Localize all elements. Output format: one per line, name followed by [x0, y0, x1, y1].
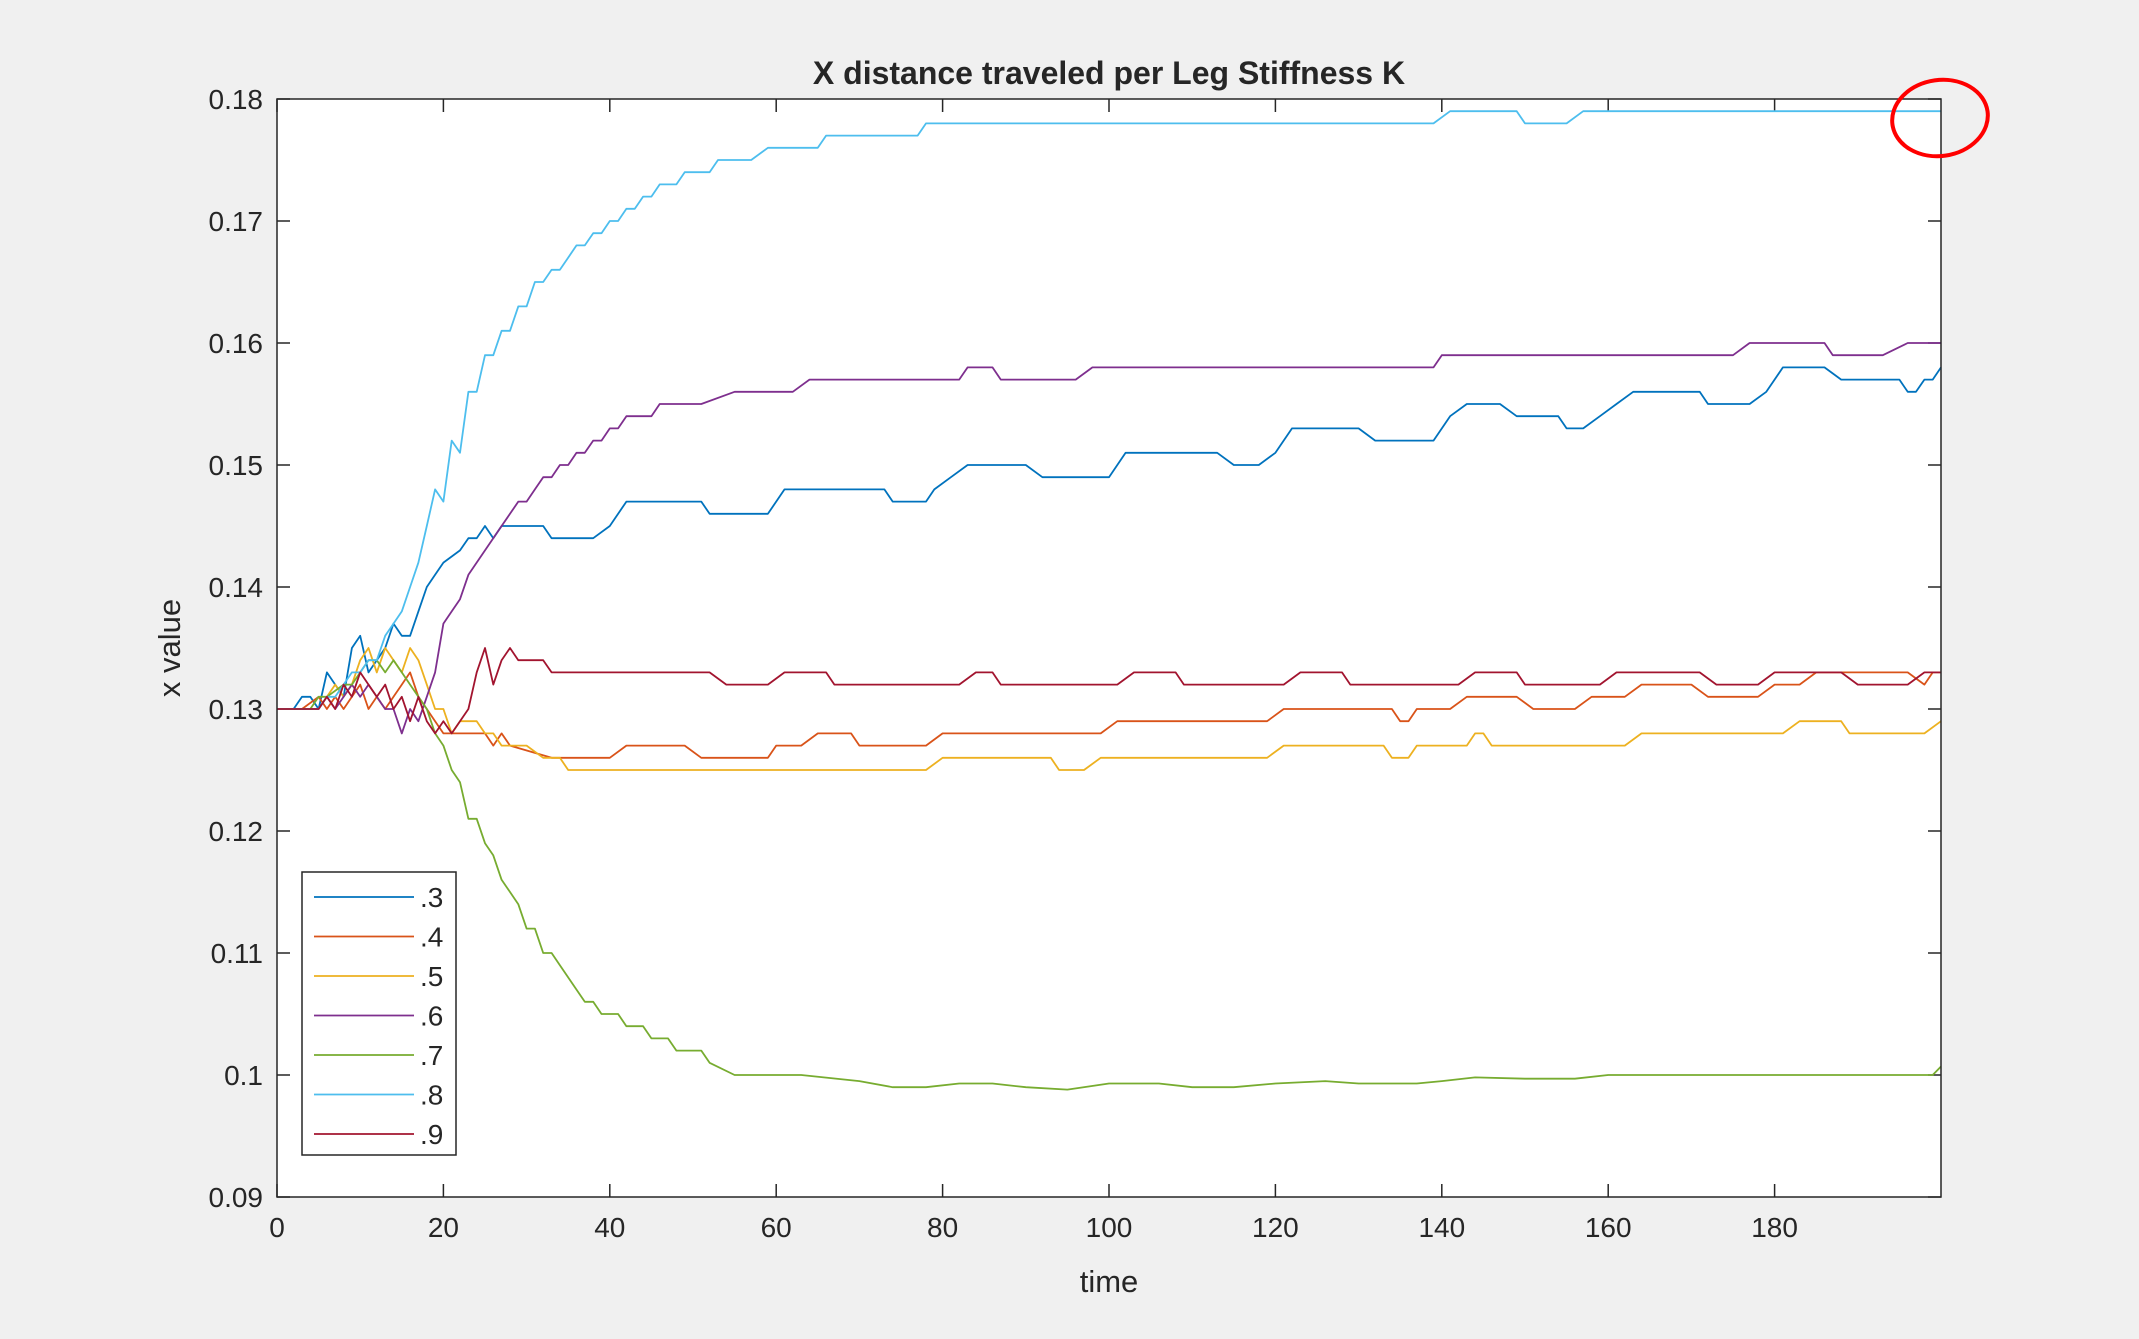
series-line-5	[277, 659, 1942, 1091]
y-tick-label: 0.18	[209, 84, 264, 115]
x-tick-label: 180	[1751, 1212, 1798, 1243]
y-tick-label: 0.13	[209, 694, 264, 725]
y-tick-label: 0.17	[209, 206, 264, 237]
x-tick-label: 60	[761, 1212, 792, 1243]
x-tick-label: 140	[1418, 1212, 1465, 1243]
plot-box	[276, 98, 1942, 1198]
series-lines	[277, 110, 1942, 1091]
y-tick-label: 0.16	[209, 328, 264, 359]
y-tick-label: 0.11	[211, 938, 263, 969]
legend-label: .9	[420, 1119, 443, 1150]
y-tick-label: 0.12	[209, 816, 264, 847]
x-axis-label: time	[1080, 1264, 1139, 1299]
red-circle-annotation	[1890, 77, 1990, 159]
x-tick-label: 100	[1086, 1212, 1133, 1243]
series-line-2	[277, 671, 1941, 759]
y-tick-label: 0.15	[209, 450, 264, 481]
legend-box	[301, 871, 457, 1156]
series-line-7	[277, 647, 1941, 735]
series-line-4	[277, 342, 1941, 735]
y-tick-label: 0.09	[209, 1182, 264, 1213]
legend-label: .4	[420, 922, 443, 953]
x-tick-label: 20	[428, 1212, 459, 1243]
legend-label: .5	[420, 961, 443, 992]
series-line-6	[277, 110, 1941, 710]
series-line-1	[277, 366, 1942, 710]
plot-area	[277, 99, 1941, 1197]
x-tick-label: 80	[927, 1212, 958, 1243]
legend: .3 .4 .5 .6 .7 .8 .9	[301, 871, 457, 1156]
x-tick-label: 120	[1252, 1212, 1299, 1243]
legend-label: .7	[420, 1040, 443, 1071]
axis-ticks: 0 20 40 60 80 100 120 140 160 180 0.09 0.1 0.11 0.12 0…	[209, 84, 1941, 1243]
y-tick-label: 0.14	[209, 572, 264, 603]
legend-label: .8	[420, 1080, 443, 1111]
legend-label: .6	[420, 1001, 443, 1032]
y-axis-label: x value	[152, 599, 187, 697]
series-line-3	[277, 647, 1942, 771]
chart-title: X distance traveled per Leg Stiffness K	[813, 55, 1405, 91]
x-tick-label: 160	[1585, 1212, 1632, 1243]
legend-label: .3	[420, 882, 443, 913]
x-tick-label: 40	[594, 1212, 625, 1243]
y-tick-label: 0.1	[224, 1060, 263, 1091]
x-tick-label: 0	[269, 1212, 285, 1243]
